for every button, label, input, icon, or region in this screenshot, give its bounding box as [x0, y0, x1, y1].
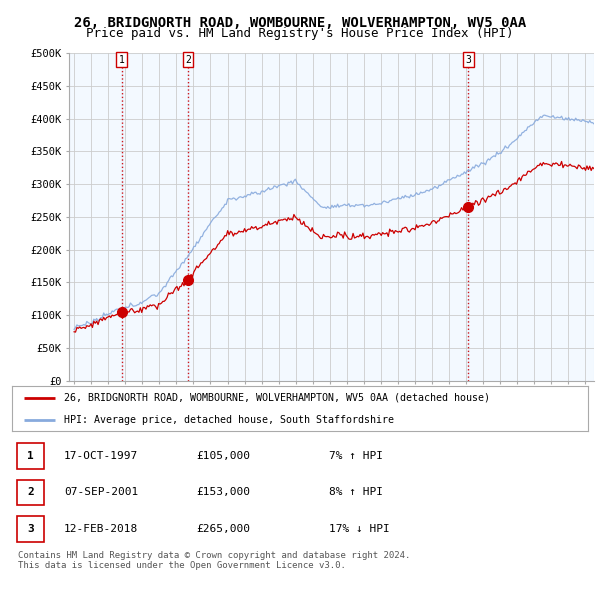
Text: £265,000: £265,000 — [196, 524, 250, 534]
Text: 1: 1 — [119, 55, 125, 65]
Text: £153,000: £153,000 — [196, 487, 250, 497]
Text: 26, BRIDGNORTH ROAD, WOMBOURNE, WOLVERHAMPTON, WV5 0AA: 26, BRIDGNORTH ROAD, WOMBOURNE, WOLVERHA… — [74, 16, 526, 30]
Text: 3: 3 — [27, 524, 34, 534]
Text: £105,000: £105,000 — [196, 451, 250, 461]
Bar — [188, 53, 468, 381]
Text: 3: 3 — [465, 55, 471, 65]
Text: 8% ↑ HPI: 8% ↑ HPI — [329, 487, 383, 497]
Text: 17% ↓ HPI: 17% ↓ HPI — [329, 524, 389, 534]
FancyBboxPatch shape — [17, 516, 44, 542]
Text: 12-FEB-2018: 12-FEB-2018 — [64, 524, 138, 534]
Text: 7% ↑ HPI: 7% ↑ HPI — [329, 451, 383, 461]
FancyBboxPatch shape — [17, 443, 44, 469]
Text: Contains HM Land Registry data © Crown copyright and database right 2024.
This d: Contains HM Land Registry data © Crown c… — [18, 551, 410, 571]
FancyBboxPatch shape — [17, 480, 44, 506]
Text: 2: 2 — [27, 487, 34, 497]
Text: 26, BRIDGNORTH ROAD, WOMBOURNE, WOLVERHAMPTON, WV5 0AA (detached house): 26, BRIDGNORTH ROAD, WOMBOURNE, WOLVERHA… — [64, 392, 490, 402]
Text: 2: 2 — [185, 55, 191, 65]
Text: 07-SEP-2001: 07-SEP-2001 — [64, 487, 138, 497]
Text: Price paid vs. HM Land Registry's House Price Index (HPI): Price paid vs. HM Land Registry's House … — [86, 27, 514, 40]
Bar — [468, 53, 594, 381]
Text: 17-OCT-1997: 17-OCT-1997 — [64, 451, 138, 461]
Text: HPI: Average price, detached house, South Staffordshire: HPI: Average price, detached house, Sout… — [64, 415, 394, 425]
Text: 1: 1 — [27, 451, 34, 461]
Bar — [122, 53, 188, 381]
Bar — [69, 53, 122, 381]
